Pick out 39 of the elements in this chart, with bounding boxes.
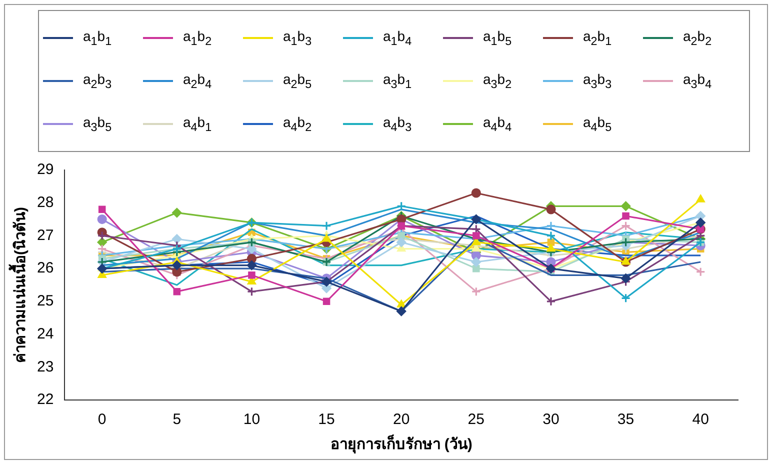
legend-label: a$_{1}$b$_{3}$ (283, 28, 312, 48)
y-tick-label: 28 (36, 194, 54, 211)
x-axis-title: อายุการเก็บรักษา (วัน) (330, 434, 472, 454)
legend-label: a$_{1}$b$_{5}$ (483, 28, 512, 48)
legend-label: a$_{3}$b$_{2}$ (483, 71, 512, 91)
legend-label: a$_{1}$b$_{2}$ (183, 28, 212, 48)
x-tick-label: 15 (318, 411, 335, 428)
x-tick-label: 5 (172, 411, 182, 428)
y-tick-label: 23 (36, 358, 54, 376)
legend-label: a$_{3}$b$_{1}$ (383, 71, 412, 91)
y-axis-title: ค่าความแน่นเนื้อ(นิวตัน) (8, 207, 30, 363)
x-tick-label: 30 (542, 411, 560, 428)
x-tick-label: 0 (98, 411, 106, 428)
y-tick-label: 22 (36, 391, 54, 408)
y-tick-label: 29 (36, 161, 54, 178)
y-tick-label: 27 (36, 226, 54, 244)
legend-label: a$_{2}$b$_{2}$ (683, 28, 712, 48)
y-tick-label: 24 (36, 325, 54, 342)
legend-label: a$_{3}$b$_{3}$ (583, 71, 612, 91)
x-tick-label: 10 (243, 411, 260, 428)
legend-label: a$_{2}$b$_{4}$ (183, 71, 212, 91)
y-tick-label: 25 (36, 292, 54, 310)
legend-label: a$_{4}$b$_{1}$ (183, 114, 212, 134)
legend-label: a$_{1}$b$_{1}$ (83, 28, 112, 48)
legend-label: a$_{1}$b$_{4}$ (383, 28, 412, 48)
x-tick-label: 20 (393, 411, 410, 428)
x-tick-label: 35 (617, 411, 634, 428)
legend-label: a$_{2}$b$_{5}$ (283, 71, 312, 91)
legend-label: a$_{4}$b$_{3}$ (383, 114, 412, 134)
legend-label: a$_{4}$b$_{5}$ (583, 114, 612, 134)
x-tick-label: 40 (692, 411, 709, 428)
legend-label: a$_{4}$b$_{4}$ (483, 114, 512, 134)
legend-label: a$_{2}$b$_{1}$ (583, 28, 612, 48)
legend-label: a$_{3}$b$_{5}$ (83, 114, 112, 134)
legend-label: a$_{2}$b$_{3}$ (83, 71, 112, 91)
y-tick-label: 26 (36, 260, 54, 277)
legend-label: a$_{3}$b$_{4}$ (683, 71, 712, 91)
legend-label: a$_{4}$b$_{2}$ (283, 114, 312, 134)
x-tick-label: 25 (468, 411, 484, 428)
